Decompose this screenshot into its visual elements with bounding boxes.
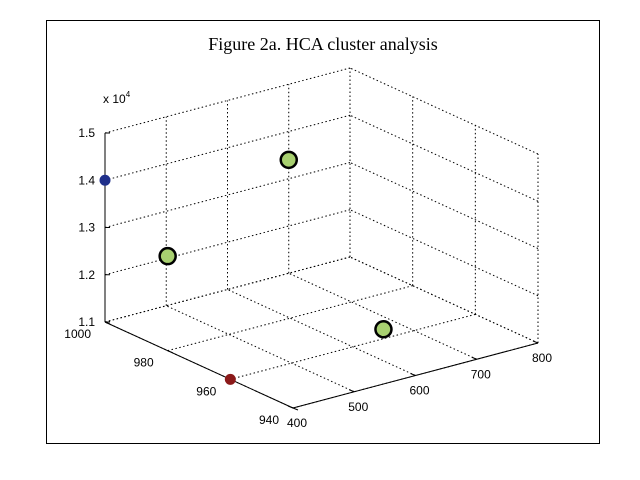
x-tick-mark <box>471 356 477 360</box>
x-tick-label: 700 <box>471 367 491 381</box>
grid-line <box>349 256 539 344</box>
grid-line <box>349 67 539 155</box>
data-points <box>99 150 393 385</box>
grid-line <box>166 305 355 393</box>
y-tick-label: 980 <box>134 356 154 370</box>
z-tick-label: 1.1 <box>78 315 95 329</box>
x-tick-mark <box>532 340 539 344</box>
chart-title: Figure 2a. HCA cluster analysis <box>208 34 438 54</box>
y-axis-line <box>104 321 294 409</box>
z-multiplier-exponent: 4 <box>126 90 131 99</box>
x-tick-mark <box>410 373 416 376</box>
data-point-blue <box>99 174 111 186</box>
grid-line <box>288 272 477 360</box>
z-tick-label: 1.2 <box>78 268 95 282</box>
z-tick-label: 1.4 <box>78 173 95 187</box>
grid-line <box>349 114 539 202</box>
y-tick-label: 1000 <box>64 327 91 341</box>
data-point-green <box>158 246 177 266</box>
z-tick-label: 1.5 <box>78 126 95 140</box>
z-multiplier-label: x 104 <box>103 90 131 106</box>
axes-frame <box>46 20 600 444</box>
grid-line <box>349 162 539 249</box>
x-tick-label: 500 <box>348 400 368 414</box>
x-tick-mark <box>349 389 355 393</box>
data-point-green <box>279 150 298 170</box>
x-tick-label: 400 <box>287 416 307 430</box>
x-tick-mark <box>287 405 294 409</box>
y-tick-mark <box>292 407 299 411</box>
grid-line <box>227 289 416 376</box>
grid-lines <box>104 67 539 409</box>
x-tick-label: 600 <box>409 384 429 398</box>
y-tick-label: 960 <box>196 384 216 398</box>
data-point-green <box>374 320 393 339</box>
grid-line <box>167 285 413 352</box>
y-tick-label: 940 <box>259 413 279 427</box>
grid-line <box>349 209 539 297</box>
data-point-red <box>224 373 236 385</box>
z-tick-label: 1.3 <box>78 221 95 235</box>
x-tick-label: 800 <box>532 351 552 365</box>
z-multiplier-base: x 10 <box>103 92 126 106</box>
y-tick-mark <box>167 350 173 354</box>
